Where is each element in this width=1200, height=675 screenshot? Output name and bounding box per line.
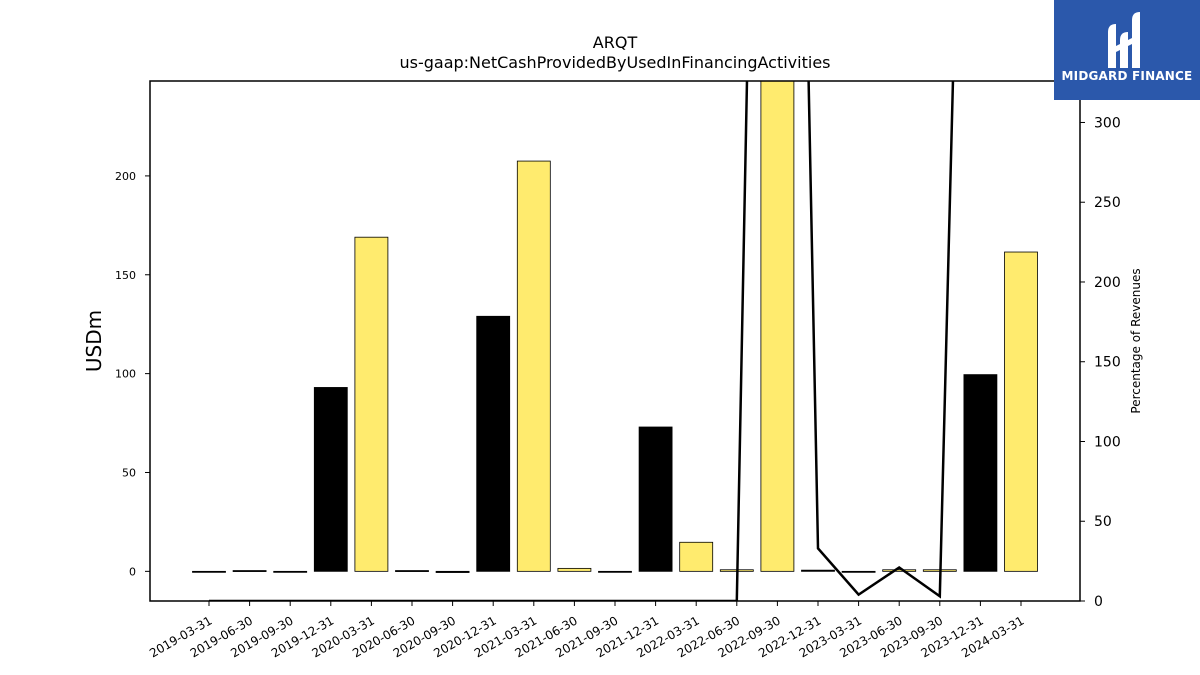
y2-tick-label: 250 [1094,195,1121,211]
bar-2019-12-31 [313,387,348,572]
y2-tick-label: 200 [1094,275,1121,291]
y2-tick-label: 50 [1094,514,1112,530]
logo-text: MIDGARD FINANCE [1061,69,1193,83]
y2-axis-label: Percentage of Revenues [1129,268,1143,413]
chart-title: ARQT [593,33,638,52]
y-tick-label: 100 [115,368,136,381]
bar-2019-09-30 [273,570,308,573]
bar-2023-12-31 [963,374,998,572]
x-axis: 2019-03-312019-06-302019-09-302019-12-31… [147,601,1027,660]
bar-2019-03-31 [192,570,226,573]
bar-2022-03-31 [679,541,714,572]
bar-2020-09-30 [435,570,470,573]
y2-tick-label: 100 [1094,434,1121,450]
y-axis-label: USDm [82,310,106,372]
chart-subtitle: us-gaap:NetCashProvidedByUsedInFinancing… [399,53,830,72]
y-tick-label: 50 [122,466,136,479]
bar-2020-06-30 [395,570,429,572]
bar-2022-12-31 [801,569,835,572]
bar-2021-12-31 [638,426,673,572]
percentage-line [209,81,1021,601]
bar-2020-03-31 [354,236,389,572]
y2-tick-label: 300 [1094,115,1121,131]
logo-icon [1108,12,1140,68]
bar-2021-09-30 [598,570,632,573]
y-tick-label: 200 [115,170,136,183]
bar-2023-03-31 [841,570,876,573]
bar-2019-06-30 [232,570,267,572]
bars-layer [192,80,1038,573]
y-tick-label: 0 [129,565,136,578]
line-layer [209,81,1021,601]
right-axis: 0 50 100 150 200 250 300 [1080,115,1121,610]
y2-tick-label: 0 [1094,594,1103,610]
bar-2022-09-30 [760,80,795,572]
y2-tick-label: 150 [1094,355,1121,371]
bar-2020-12-31 [476,315,511,572]
y-tick-label: 150 [115,269,136,282]
left-axis: 0 50 100 150 200 [115,170,150,578]
bar-2021-06-30 [557,567,592,572]
bar-2023-06-30 [882,569,917,572]
bar-2021-03-31 [516,160,551,572]
midgard-finance-logo: MIDGARD FINANCE [1054,0,1200,100]
bar-2024-03-31 [1004,251,1038,572]
